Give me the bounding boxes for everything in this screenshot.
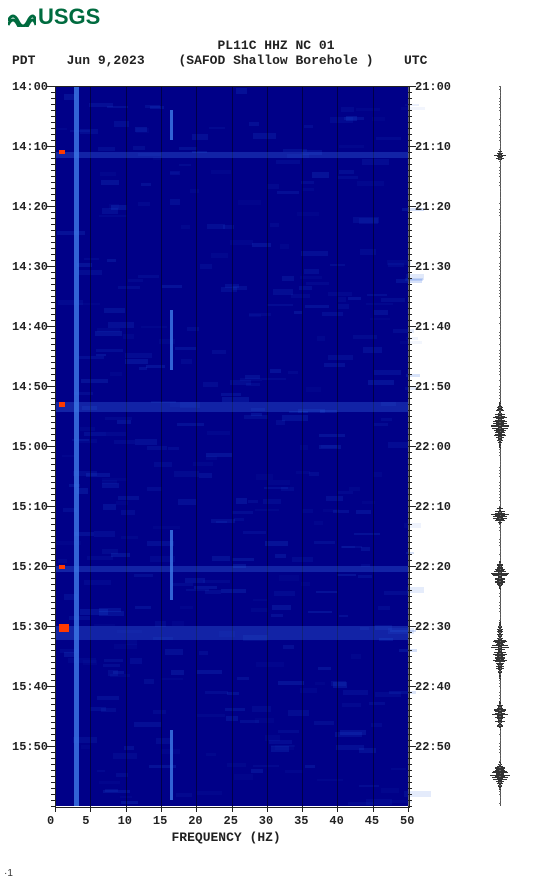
- right-time-tick: 22:50: [415, 740, 451, 754]
- x-tick-label: 25: [224, 814, 238, 828]
- x-axis-title: FREQUENCY (HZ): [172, 830, 281, 845]
- x-tick-label: 45: [365, 814, 379, 828]
- spectral-band: [55, 402, 408, 412]
- x-tick-label: 20: [188, 814, 202, 828]
- right-time-tick: 21:50: [415, 380, 451, 394]
- spectral-streak: [170, 310, 173, 370]
- grid-line: [126, 86, 127, 806]
- hot-spot: [59, 402, 65, 407]
- right-time-tick: 21:10: [415, 140, 451, 154]
- left-time-tick: 15:10: [12, 500, 48, 514]
- left-time-tick: 14:00: [12, 80, 48, 94]
- grid-line: [302, 86, 303, 806]
- grid-line: [55, 86, 56, 806]
- left-time-tick: 14:10: [12, 140, 48, 154]
- x-tick-label: 30: [259, 814, 273, 828]
- grid-line: [267, 86, 268, 806]
- hot-spot: [59, 565, 65, 569]
- left-time-tick: 14:40: [12, 320, 48, 334]
- spectral-streak: [170, 730, 173, 800]
- plot-title-line1: PL11C HHZ NC 01: [0, 38, 552, 53]
- left-time-tick: 14:50: [12, 380, 48, 394]
- x-tick-label: 35: [294, 814, 308, 828]
- date-text: Jun 9,2023: [67, 53, 145, 68]
- right-time-tick: 22:00: [415, 440, 451, 454]
- spectral-band: [55, 626, 408, 640]
- right-time-tick: 21:20: [415, 200, 451, 214]
- grid-line: [196, 86, 197, 806]
- right-time-tick: 21:40: [415, 320, 451, 334]
- right-time-tick: 21:00: [415, 80, 451, 94]
- x-tick-label: 50: [400, 814, 414, 828]
- left-time-tick: 15:50: [12, 740, 48, 754]
- right-time-tick: 21:30: [415, 260, 451, 274]
- pdt-text: PDT: [12, 53, 35, 68]
- left-tz-label: PDT Jun 9,2023: [12, 53, 145, 68]
- x-tick-label: 10: [118, 814, 132, 828]
- left-time-tick: 15:40: [12, 680, 48, 694]
- spectral-streak: [170, 530, 173, 600]
- grid-line: [90, 86, 91, 806]
- logo-text: USGS: [38, 4, 100, 30]
- left-time-tick: 15:00: [12, 440, 48, 454]
- spectral-band: [55, 152, 408, 158]
- grid-line: [373, 86, 374, 806]
- right-tz-label: UTC: [404, 53, 427, 68]
- wave-icon: [8, 7, 36, 27]
- x-tick-label: 40: [329, 814, 343, 828]
- spectral-streak: [74, 86, 79, 806]
- grid-line: [161, 86, 162, 806]
- footer-mark: ·1: [4, 868, 13, 879]
- left-time-tick: 14:20: [12, 200, 48, 214]
- right-time-tick: 22:20: [415, 560, 451, 574]
- left-time-tick: 15:20: [12, 560, 48, 574]
- hot-spot: [59, 624, 69, 632]
- hot-spot: [59, 150, 65, 154]
- left-time-tick: 14:30: [12, 260, 48, 274]
- spectral-band: [55, 566, 408, 572]
- right-time-tick: 22:40: [415, 680, 451, 694]
- right-time-tick: 22:30: [415, 620, 451, 634]
- x-tick-label: 5: [82, 814, 89, 828]
- grid-line: [337, 86, 338, 806]
- right-time-tick: 22:10: [415, 500, 451, 514]
- x-tick-label: 0: [47, 814, 54, 828]
- left-time-tick: 15:30: [12, 620, 48, 634]
- spectral-streak: [170, 110, 173, 140]
- grid-line: [232, 86, 233, 806]
- usgs-logo: USGS: [8, 4, 100, 30]
- x-tick-label: 15: [153, 814, 167, 828]
